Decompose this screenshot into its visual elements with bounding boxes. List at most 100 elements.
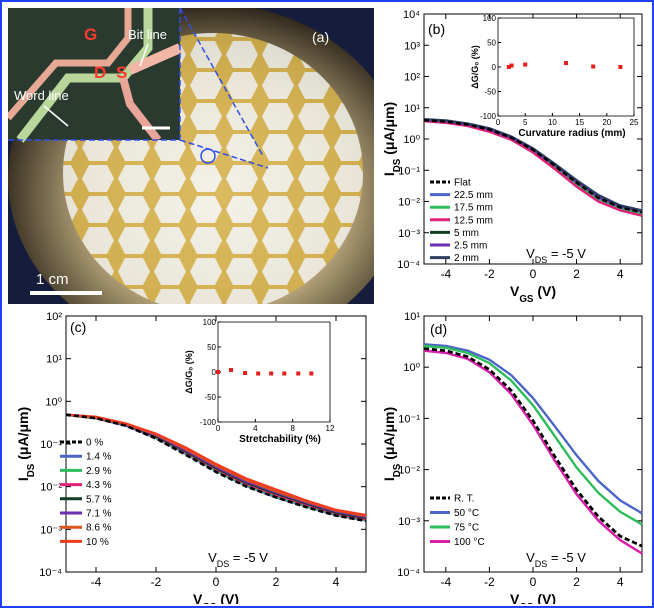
y-tick-label-c: 10⁻³ xyxy=(40,524,62,536)
inset-x-tick-label-c: 8 xyxy=(290,424,295,433)
y-axis-title-d: IDS (μA/μm) xyxy=(381,407,403,481)
series-line-b-3 xyxy=(423,120,643,217)
inset-point-c xyxy=(269,371,274,376)
inset-x-tick-label-b: 15 xyxy=(575,118,584,127)
y-tick-label-c: 10² xyxy=(46,311,62,323)
inset-x-tick-label-c: 0 xyxy=(216,424,221,433)
inset-y-tick-label-c: -100 xyxy=(200,418,217,427)
y-tick-label-b: 10⁻⁴ xyxy=(397,259,420,271)
y-tick-label-d: 10⁻⁴ xyxy=(397,567,420,579)
inset-x-tick-label-b: 10 xyxy=(548,118,557,127)
y-tick-label-c: 10⁰ xyxy=(45,396,62,408)
legend-label-b: 17.5 mm xyxy=(454,203,493,214)
series-line-ref-d xyxy=(423,347,643,548)
inset-x-title-c: Stretchability (%) xyxy=(239,434,321,445)
panel-label-d: (d) xyxy=(430,321,447,337)
x-tick-label-c: 4 xyxy=(333,575,340,589)
series-line-ref-c xyxy=(65,413,367,523)
chart-c: -4 -2 0 2 4 10² 10¹ 10⁰ 10⁻¹ 10⁻² 10⁻³ 10⁻⁴ 0 % 1.4 %… xyxy=(15,311,367,609)
inset-y-tick-label-b: 100 xyxy=(483,14,497,23)
legend-label-c: 4.3 % xyxy=(86,480,112,491)
inset-point-b xyxy=(591,64,596,69)
inset-point-b xyxy=(523,62,528,67)
inset-y-tick-label-b: -50 xyxy=(484,88,496,97)
inset-y-title-c: ΔG/G₀ (%) xyxy=(184,350,194,394)
y-tick-label-c: 10⁻² xyxy=(40,482,62,494)
inset-point-c xyxy=(243,371,248,375)
inset-y-tick-label-c: -50 xyxy=(204,393,216,402)
inset-y-tick-label-b: 0 xyxy=(492,63,497,72)
series-line-ref-b xyxy=(423,118,643,214)
inset-point-c xyxy=(216,370,220,374)
bit-line-trace xyxy=(127,43,183,75)
y-tick-label-b: 10⁻¹ xyxy=(398,165,420,177)
inset-frame-b xyxy=(497,17,635,117)
vds-annotation-b: VDS = -5 V xyxy=(526,246,586,265)
vds-annotation-c: VDS = -5 V xyxy=(208,550,268,569)
legend-label-b: 2 mm xyxy=(454,253,479,264)
vds-annotation-d: VDS = -5 V xyxy=(526,550,586,569)
legend-label-d: 75 °C xyxy=(454,523,479,534)
x-axis-title-d: VGS (V) xyxy=(510,591,556,604)
inset-point-b xyxy=(506,65,511,69)
inset-x-tick-label-c: 12 xyxy=(326,424,335,433)
y-tick-label-d: 10⁰ xyxy=(403,362,420,374)
inset-y-tick-label-b: -100 xyxy=(480,112,497,121)
panel-a-label: (a) xyxy=(312,29,329,45)
legend-label-b: 2.5 mm xyxy=(454,241,487,252)
inset-y-tick-label-c: 0 xyxy=(212,368,217,377)
word-line-label: Word line xyxy=(14,88,69,103)
inset-point-c xyxy=(256,371,261,376)
y-tick-label-c: 10⁻¹ xyxy=(40,439,62,451)
gate-trace xyxy=(8,8,132,121)
chart-b: -4 -2 0 2 4 10⁴ 10³ 10² 10¹ 10⁰ 10⁻¹ 10⁻² 10⁻³ 10⁻⁴ Fl… xyxy=(381,9,643,305)
y-tick-label-b: 10⁻³ xyxy=(398,228,420,240)
inset-x-tick-label-b: 25 xyxy=(630,118,639,127)
x-tick-label-d: 0 xyxy=(530,575,537,589)
chart-panel-d: -4 -2 0 2 4 10¹ 10⁰ 10⁻¹ 10⁻² 10⁻³ 10⁻⁴ R. T. 50 °C 7… xyxy=(378,308,650,609)
x-tick-label-d: 2 xyxy=(573,575,580,589)
inset-x-tick-label-c: 4 xyxy=(253,424,258,433)
inset-x-tick-label-b: 20 xyxy=(602,118,611,127)
y-tick-label-b: 10⁻² xyxy=(398,197,420,209)
source-label: S xyxy=(116,63,127,82)
inset-b: 0 5 10 15 20 25 100 50 0 -50 -100 Curvature radius … xyxy=(470,14,639,139)
inset-y-tick-label-b: 50 xyxy=(487,39,496,48)
x-tick-label-d: -2 xyxy=(484,575,495,589)
bit-line-label: Bit line xyxy=(128,27,167,42)
series-line-c-7 xyxy=(65,413,367,517)
x-tick-label-c: -2 xyxy=(151,575,162,589)
panel-label-b: (b) xyxy=(428,21,445,37)
y-tick-label-d: 10⁻¹ xyxy=(398,413,420,425)
inset-point-c xyxy=(229,368,234,372)
legend-label-c: 0 % xyxy=(86,438,103,449)
inset-x-tick-label-b: 0 xyxy=(496,118,501,127)
y-tick-label-c: 10¹ xyxy=(46,354,62,366)
inset-point-c xyxy=(296,371,301,376)
device-photo: G D S Bit line Word line (a) 1 cm xyxy=(8,8,374,304)
plot-area-d xyxy=(423,315,643,573)
y-tick-label-b: 10² xyxy=(404,72,420,84)
panel-label-c: (c) xyxy=(70,319,86,335)
legend-label-c: 8.6 % xyxy=(86,523,112,534)
inset-point-b xyxy=(564,61,568,66)
x-tick-label-d: -4 xyxy=(440,575,451,589)
y-tick-label-b: 10³ xyxy=(404,40,420,52)
x-tick-label-c: 0 xyxy=(213,575,220,589)
legend-label-b: Flat xyxy=(454,178,471,189)
series-line-d-1 xyxy=(423,343,643,515)
x-tick-label-d: 4 xyxy=(617,575,624,589)
y-tick-label-b: 10⁰ xyxy=(403,134,420,146)
inset-x-title-b: Curvature radius (mm) xyxy=(518,128,625,139)
y-tick-label-d: 10⁻² xyxy=(398,465,420,477)
inset-x-tick-label-b: 5 xyxy=(523,118,528,127)
x-tick-label-b: -2 xyxy=(484,267,495,281)
y-tick-label-b: 10¹ xyxy=(404,103,420,115)
x-tick-label-b: 2 xyxy=(573,267,580,281)
inset-y-title-b: ΔG/G₀ (%) xyxy=(470,45,480,89)
inset-point-b xyxy=(509,63,514,68)
x-tick-label-c: 2 xyxy=(273,575,280,589)
y-axis-title-c: IDS (μA/μm) xyxy=(15,407,37,481)
series-line-d-3 xyxy=(423,349,643,555)
